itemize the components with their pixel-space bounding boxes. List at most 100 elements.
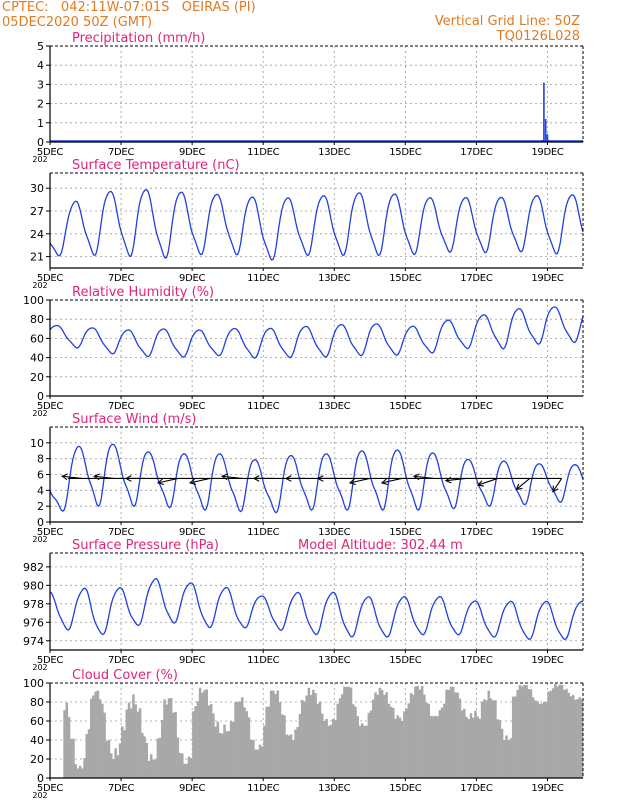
wind-arrow-head	[552, 485, 559, 493]
y-tick-label: 982	[23, 561, 44, 574]
wind-arrow	[222, 475, 242, 480]
cloud-bar	[385, 692, 388, 778]
cloud-bar	[378, 687, 382, 778]
panel-title: Precipitation (mm/h)	[72, 31, 205, 46]
cloud-bar	[283, 715, 286, 778]
cloud-bar	[367, 712, 371, 778]
cloud-bar	[114, 748, 117, 778]
y-tick-label: 978	[23, 598, 44, 611]
cloud-bar	[287, 735, 291, 778]
precip-bar	[543, 82, 545, 142]
cloud-bar	[369, 710, 373, 778]
cloud-bar	[245, 711, 248, 778]
y-tick-label: 0	[37, 772, 44, 785]
cloud-bar	[525, 684, 528, 778]
cloud-bar	[154, 759, 157, 778]
cloud-bar	[343, 686, 346, 778]
cloud-bar	[487, 690, 491, 778]
y-tick-label: 80	[30, 313, 44, 326]
cloud-bar	[569, 696, 573, 778]
cloud-bar	[574, 699, 577, 778]
cloud-bar	[547, 691, 550, 778]
cloud-bar	[329, 724, 333, 778]
x-tick-label: 19DEC	[531, 401, 564, 412]
x-tick-label: 7DEC	[108, 655, 134, 666]
x-tick-label: 5DEC	[37, 147, 63, 158]
y-tick-label: 20	[30, 371, 44, 384]
x-tick-label: 5DEC	[37, 401, 63, 412]
cloud-bar	[143, 736, 146, 778]
cloud-bar	[556, 686, 559, 778]
cloud-bar	[558, 684, 562, 778]
cloud-bar	[85, 734, 89, 778]
cloud-bar	[87, 729, 91, 778]
cloud-bar	[407, 703, 411, 778]
cloud-bar	[325, 718, 328, 778]
cloud-bar	[303, 701, 306, 778]
cloud-bar	[389, 706, 393, 778]
cloud-bar	[136, 711, 140, 778]
x-tick-label: 9DEC	[179, 783, 205, 794]
cloud-bar	[383, 694, 386, 778]
wind-arrow-head	[284, 475, 292, 482]
cloud-bar	[516, 690, 519, 778]
cloud-bar	[374, 692, 377, 778]
cloud-bar	[429, 715, 433, 778]
y-tick-label: 974	[23, 635, 44, 648]
cloud-bar	[334, 720, 337, 778]
cloud-bar	[265, 706, 268, 778]
cloud-bar	[132, 694, 135, 778]
x-tick-label: 13DEC	[318, 401, 351, 412]
cloud-bar	[567, 692, 570, 778]
cloud-bar	[454, 692, 457, 778]
x-tick-label: 7DEC	[108, 783, 134, 794]
wind-arrow-head	[220, 473, 228, 481]
cloud-bar	[234, 702, 237, 778]
y-tick-label: 30	[30, 182, 44, 195]
cloud-bar	[511, 696, 515, 778]
cloud-bar	[431, 716, 435, 778]
cloud-bar	[156, 738, 160, 778]
cloud-bar	[467, 719, 471, 778]
cloud-bar	[554, 683, 557, 778]
cloud-bar	[280, 714, 284, 778]
panel-wind: 0 2 4 6 8 10 5DEC 7DEC 9DEC 11DEC 13DEC 15DEC 17DEC 1…	[30, 412, 584, 544]
wind-arrow-head	[61, 473, 68, 481]
pres-line	[49, 577, 584, 641]
wind-arrow	[189, 477, 211, 484]
cloud-bar	[276, 690, 280, 778]
wind-arrow	[349, 477, 370, 484]
cloud-bar	[474, 710, 477, 778]
cloud-bar	[580, 699, 584, 778]
cloud-bar	[254, 749, 257, 778]
x-tick-label: 17DEC	[460, 527, 493, 538]
x-tick-label: 7DEC	[108, 273, 134, 284]
cloud-bar	[163, 699, 166, 778]
wind-line	[49, 443, 584, 514]
x-tick-label: 19DEC	[531, 783, 564, 794]
cloud-bar	[540, 703, 544, 778]
wind-arrow-head	[412, 473, 420, 481]
x-tick-label: 9DEC	[179, 527, 205, 538]
cloud-bar	[225, 731, 228, 778]
panel-pres: 974 976 978 980 982 5DEC 7DEC 9DEC 11DEC 13DEC 15D…	[23, 538, 584, 672]
cloud-bar	[278, 702, 282, 778]
cloud-bar	[376, 694, 379, 778]
cloud-bar	[158, 737, 162, 778]
cloud-bar	[198, 687, 202, 778]
y-tick-label: 8	[37, 453, 44, 466]
grid-info-header: Vertical Grid Line: 50Z TQ0126L028	[435, 14, 580, 44]
y-tick-label: 40	[30, 352, 44, 365]
cloud-bar	[289, 734, 293, 778]
cloud-bar	[249, 739, 253, 778]
x-tick-label: 15DEC	[389, 783, 422, 794]
x-tick-label: 13DEC	[318, 273, 351, 284]
x-tick-label: 9DEC	[179, 655, 205, 666]
cloud-bar	[372, 699, 375, 778]
cloud-bar	[507, 740, 511, 778]
cloud-bar	[480, 701, 484, 778]
cloud-bar	[332, 718, 335, 778]
cloud-bar	[305, 695, 308, 778]
x-tick-label: 19DEC	[531, 147, 564, 158]
